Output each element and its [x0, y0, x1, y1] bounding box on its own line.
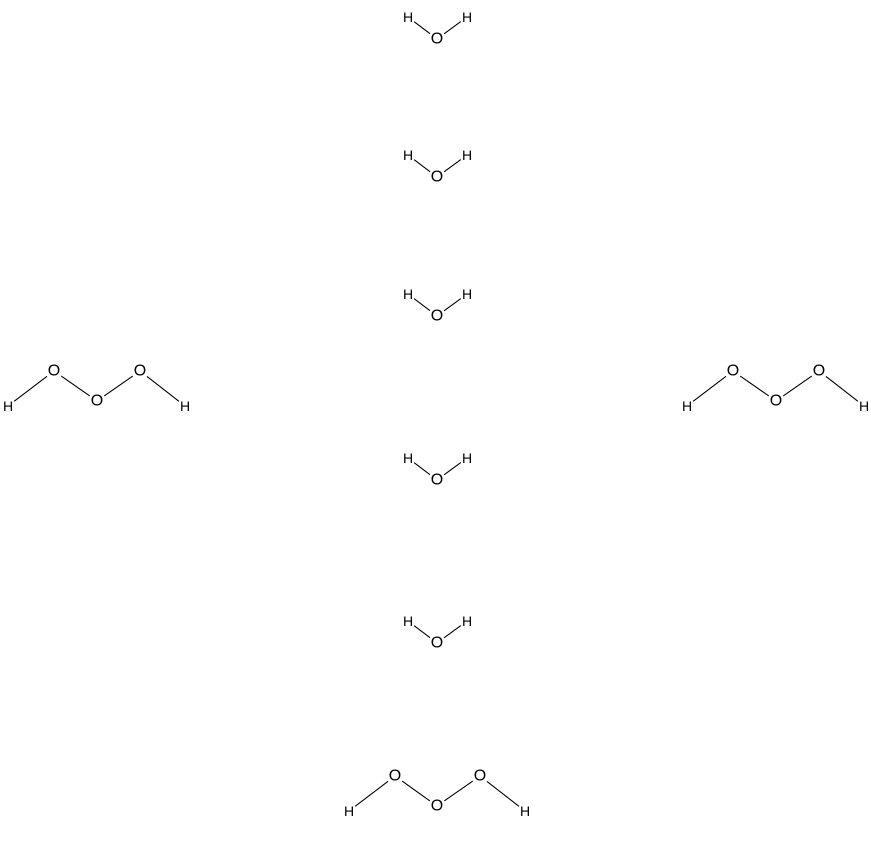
bond: [826, 376, 858, 401]
atom-label-O: O: [431, 472, 443, 489]
bond: [444, 22, 461, 34]
bond: [414, 626, 430, 638]
bond: [693, 376, 726, 401]
atom-label-O: O: [770, 393, 782, 410]
bond: [444, 463, 461, 475]
atom-label-O: O: [48, 363, 60, 380]
molecule-trioxidane-right: H O O O H: [682, 363, 869, 415]
atom-label-H: H: [344, 803, 354, 819]
molecule-water-2: H O H: [403, 147, 472, 186]
atom-label-O: O: [813, 363, 825, 380]
bond: [444, 160, 461, 172]
atom-label-O: O: [431, 635, 443, 652]
atom-label-O: O: [431, 169, 443, 186]
molecule-trioxidane-left: H O O O H: [3, 363, 190, 415]
atom-label-H: H: [462, 147, 472, 163]
atom-label-H: H: [462, 286, 472, 302]
atom-label-H: H: [462, 450, 472, 466]
bond: [740, 376, 769, 396]
bond: [414, 463, 430, 475]
atom-label-H: H: [859, 398, 869, 414]
bond: [14, 376, 47, 401]
bond: [355, 781, 388, 806]
atom-label-O: O: [727, 363, 739, 380]
atom-label-O: O: [431, 308, 443, 325]
chemical-structure-diagram: H O H H O H H O H H O H H O H H O O O H H O O O H H O O O H: [0, 0, 871, 843]
bond: [104, 376, 133, 396]
atom-label-O: O: [474, 768, 486, 785]
atom-label-O: O: [431, 798, 443, 815]
atom-label-O: O: [389, 768, 401, 785]
atom-label-O: O: [134, 363, 146, 380]
molecule-water-3: H O H: [403, 286, 472, 325]
atom-label-H: H: [403, 450, 413, 466]
atom-label-H: H: [180, 398, 190, 414]
bond: [444, 299, 461, 311]
bond: [414, 22, 430, 34]
bond: [414, 160, 430, 172]
bond: [414, 299, 430, 311]
atom-label-H: H: [462, 613, 472, 629]
atom-label-O: O: [91, 393, 103, 410]
bond: [444, 781, 473, 801]
molecule-water-5: H O H: [403, 613, 472, 652]
bond: [402, 781, 430, 801]
molecule-trioxidane-bottom: H O O O H: [344, 768, 530, 820]
atom-label-H: H: [520, 803, 530, 819]
molecule-water-1: H O H: [403, 9, 472, 48]
bond: [444, 626, 461, 638]
bond: [487, 781, 519, 806]
atom-label-H: H: [403, 286, 413, 302]
atom-label-H: H: [403, 613, 413, 629]
atom-label-H: H: [3, 398, 13, 414]
bond: [61, 376, 90, 396]
molecule-water-4: H O H: [403, 450, 472, 489]
atom-label-H: H: [682, 398, 692, 414]
atom-label-H: H: [403, 9, 413, 25]
atom-label-O: O: [431, 31, 443, 48]
bond: [147, 376, 179, 401]
atom-label-H: H: [403, 147, 413, 163]
atom-label-H: H: [462, 9, 472, 25]
bond: [783, 376, 812, 396]
